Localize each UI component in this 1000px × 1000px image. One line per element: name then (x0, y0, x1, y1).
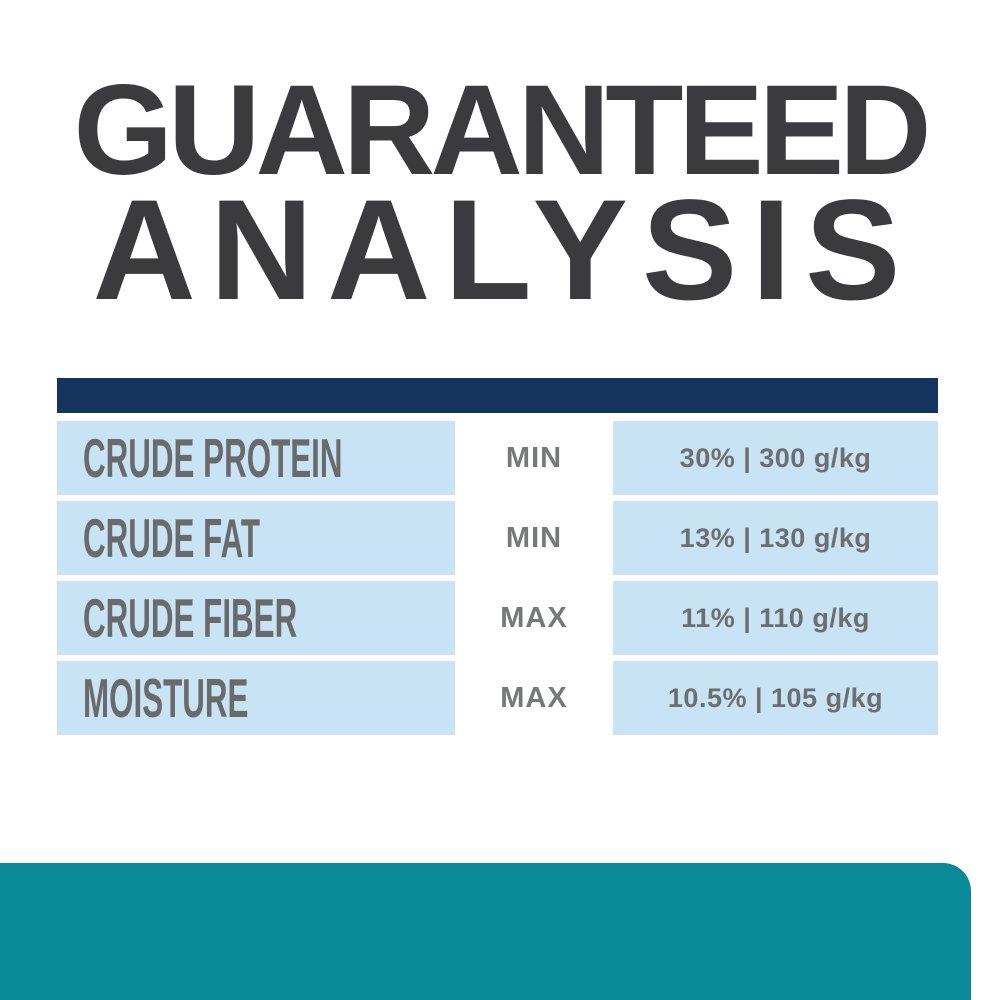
nutrient-label-cell: CRUDE PROTEIN (57, 421, 455, 495)
nutrient-value: 11% | 110 g/kg (681, 602, 870, 633)
footer-teal-band (0, 863, 971, 1000)
page-title-line-2: ANALYSIS (92, 171, 915, 330)
table-header-bar (57, 378, 938, 413)
nutrient-label: CRUDE FAT (83, 507, 261, 569)
nutrient-label: CRUDE FIBER (83, 587, 298, 649)
qualifier-label: MAX (500, 601, 568, 634)
table-row: CRUDE FAT MIN 13% | 130 g/kg (57, 501, 938, 575)
qualifier-label: MIN (505, 441, 563, 474)
nutrient-label-cell: MOISTURE (57, 661, 455, 735)
table-row: MOISTURE MAX 10.5% | 105 g/kg (57, 661, 938, 735)
nutrient-value-cell: 13% | 130 g/kg (613, 501, 938, 575)
nutrient-value-cell: 11% | 110 g/kg (613, 581, 938, 655)
qualifier-cell: MIN (455, 421, 613, 495)
qualifier-cell: MAX (455, 581, 613, 655)
qualifier-label: MIN (505, 521, 563, 554)
qualifier-cell: MAX (455, 661, 613, 735)
nutrient-value: 13% | 130 g/kg (679, 522, 872, 553)
nutrient-label-cell: CRUDE FIBER (57, 581, 455, 655)
nutrient-value: 30% | 300 g/kg (679, 442, 872, 473)
table-row: CRUDE FIBER MAX 11% | 110 g/kg (57, 581, 938, 655)
page-title-line-1: GUARANTEED (73, 59, 931, 202)
guaranteed-analysis-table: CRUDE PROTEIN MIN 30% | 300 g/kg CRUDE F… (57, 421, 938, 741)
nutrient-label: MOISTURE (83, 667, 249, 729)
nutrient-value-cell: 10.5% | 105 g/kg (613, 661, 938, 735)
nutrient-value-cell: 30% | 300 g/kg (613, 421, 938, 495)
nutrient-label-cell: CRUDE FAT (57, 501, 455, 575)
qualifier-label: MAX (500, 681, 568, 714)
nutrient-value: 10.5% | 105 g/kg (667, 682, 884, 713)
qualifier-cell: MIN (455, 501, 613, 575)
nutrient-label: CRUDE PROTEIN (83, 427, 343, 489)
table-row: CRUDE PROTEIN MIN 30% | 300 g/kg (57, 421, 938, 495)
